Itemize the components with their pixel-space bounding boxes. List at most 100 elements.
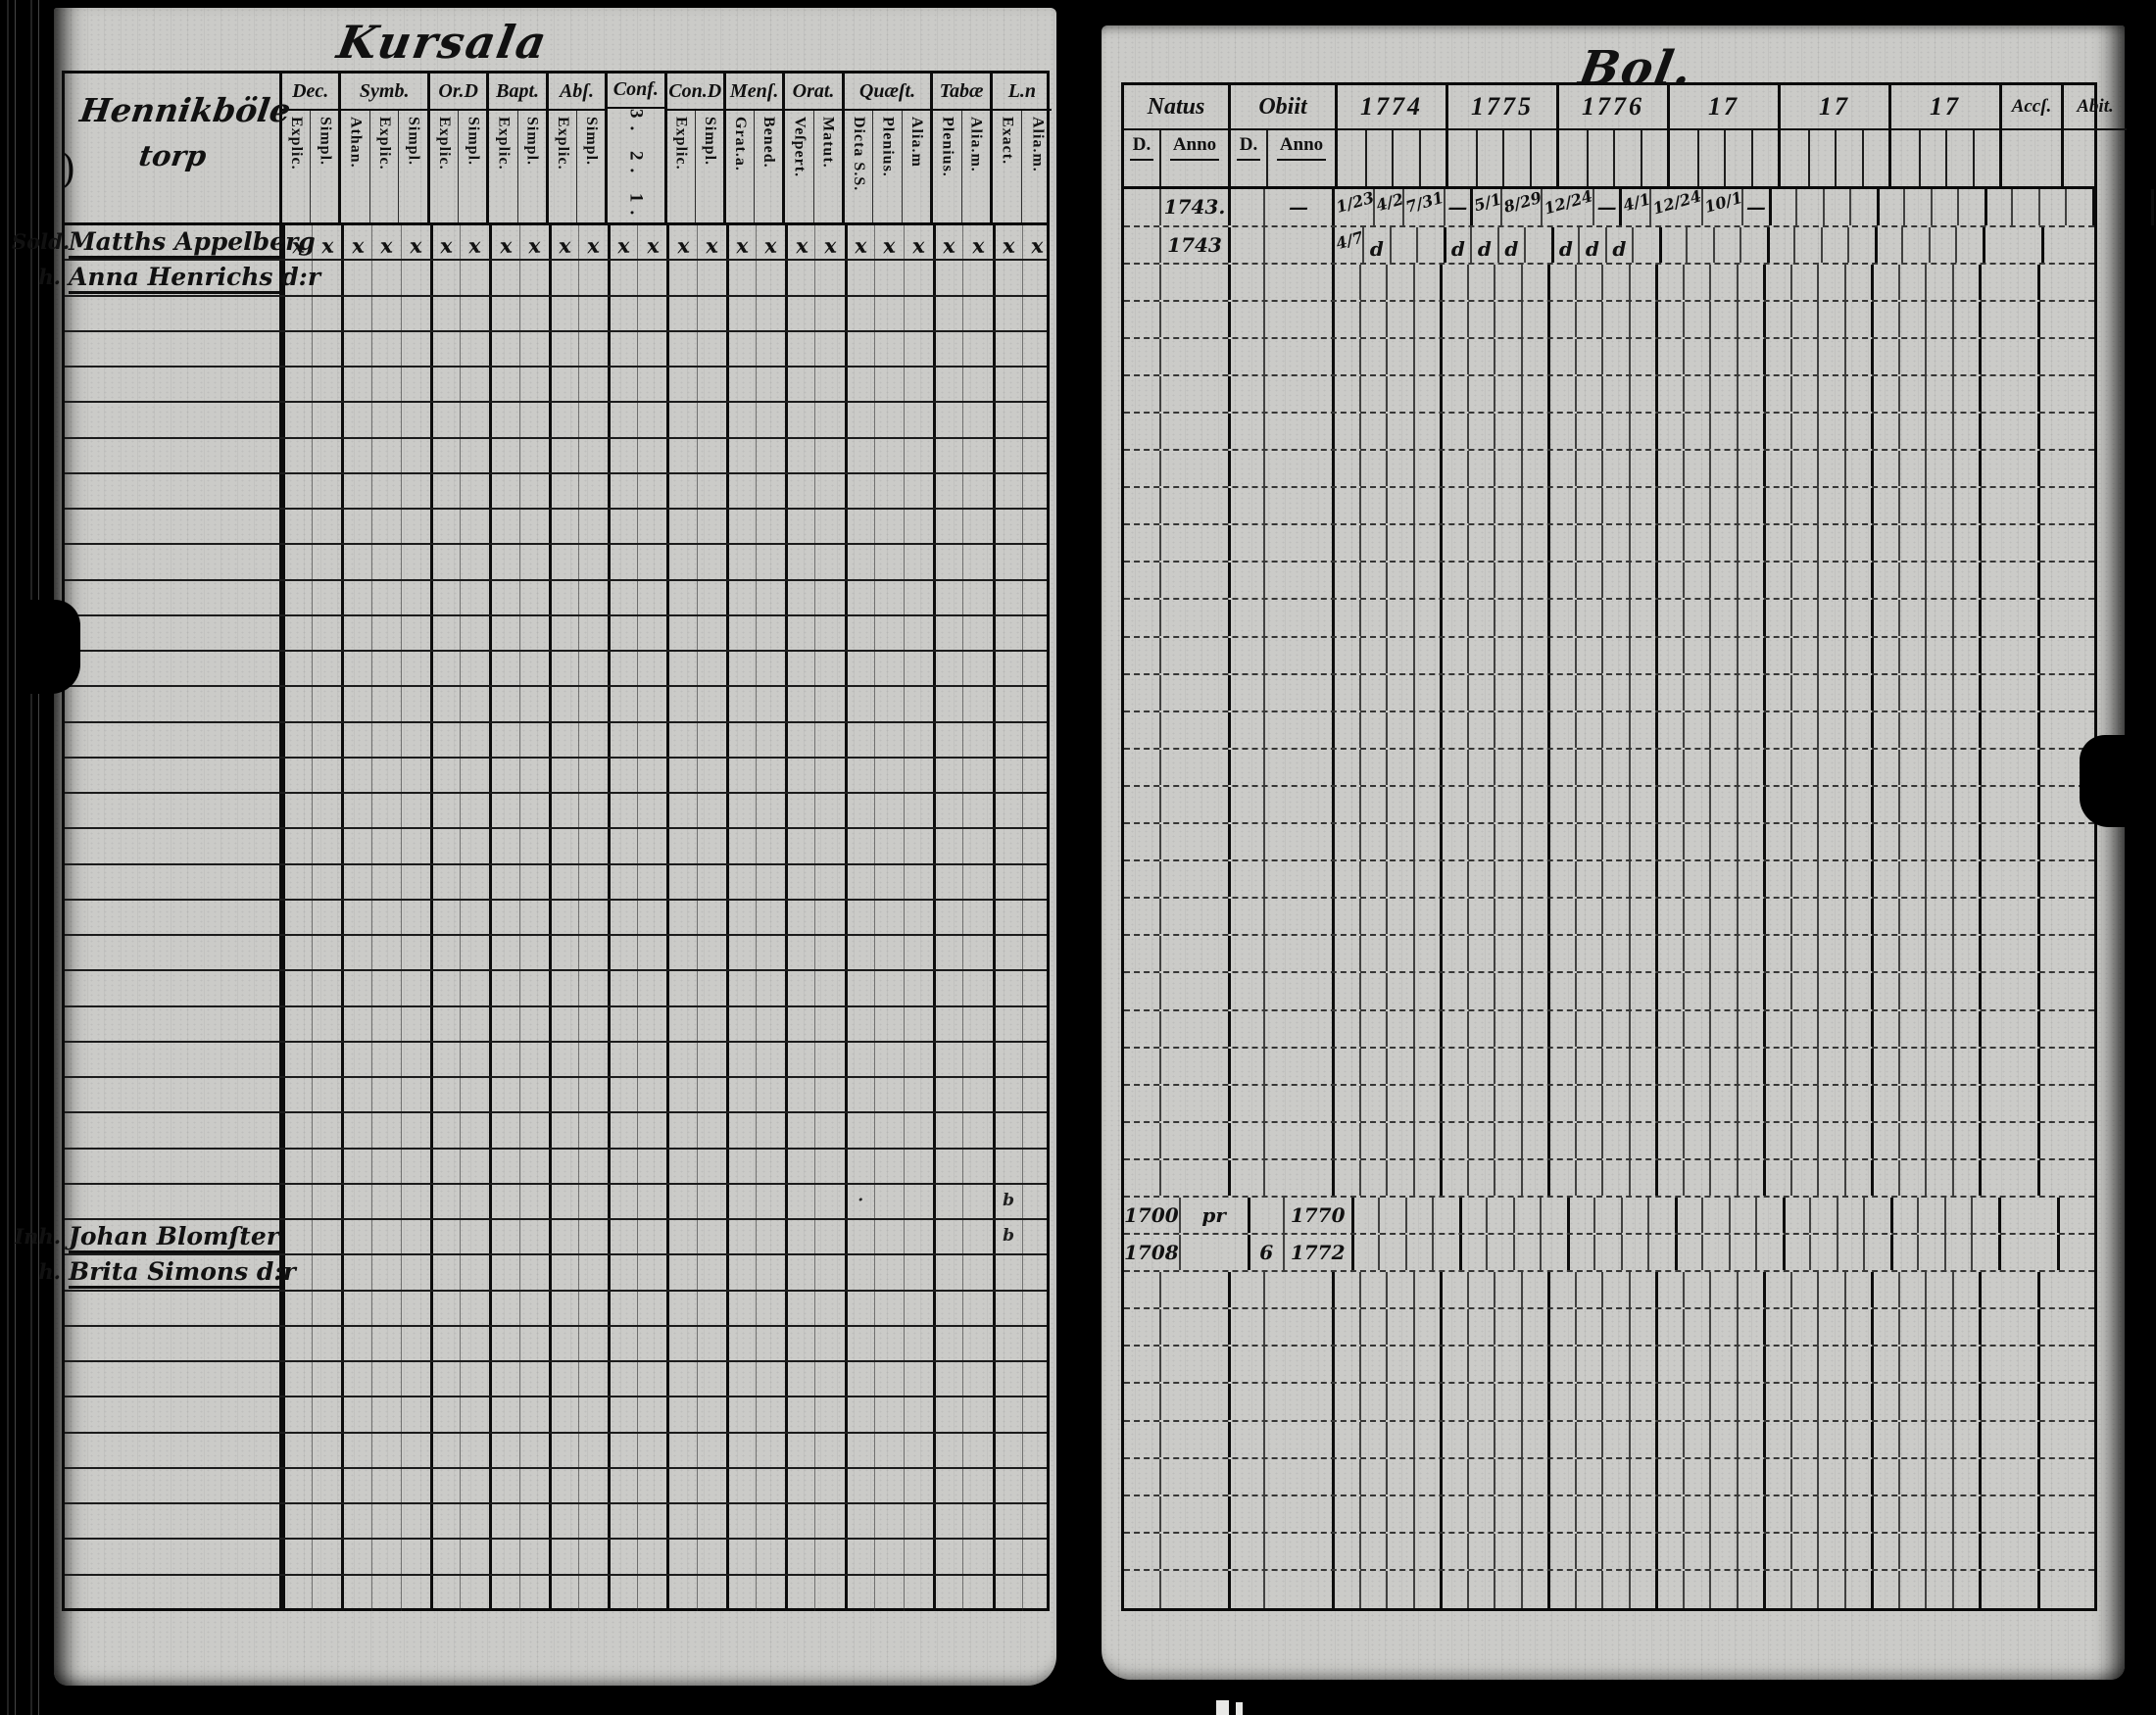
value-cell (1763, 824, 1790, 860)
mark-cell (608, 1149, 637, 1183)
value-cell (1871, 563, 1898, 599)
mark-cell (429, 1006, 460, 1041)
table-row (1124, 711, 2094, 750)
value-cell (1979, 563, 2037, 599)
mark-cell (341, 545, 370, 579)
mark-cell (429, 1326, 460, 1360)
value-cell (1871, 749, 1898, 785)
entry-name: Brita Simons d:r (69, 1257, 296, 1290)
value-cell (1574, 1384, 1602, 1420)
mark-cell (962, 722, 992, 757)
value-cell (1925, 1347, 1952, 1383)
table-row (1124, 899, 2094, 937)
mark-cell (933, 864, 962, 899)
mark-cell (608, 261, 637, 295)
value-cell (1655, 1159, 1683, 1196)
mark-cell (489, 615, 518, 650)
value-cell (1682, 1384, 1710, 1420)
attendance-x-mark: x (350, 232, 366, 259)
value-cell (1440, 338, 1467, 374)
value-cell (1124, 824, 1159, 859)
table-row (1124, 600, 2094, 638)
value-cell (1263, 637, 1332, 673)
mark-cell (518, 1006, 549, 1041)
value-cell (2037, 1010, 2100, 1047)
value-cell (1925, 1010, 1952, 1047)
mark-cell (312, 829, 341, 863)
table-row (65, 615, 1047, 652)
value-cell: d (1443, 226, 1471, 263)
mark-cell (577, 1468, 608, 1502)
page-edge-blot-right (2080, 735, 2129, 827)
value-cell (1466, 1458, 1494, 1494)
mark-cell: b (992, 1184, 1022, 1218)
value-cell (1228, 338, 1263, 374)
value-cell (1628, 1570, 1656, 1608)
value-cell (1682, 749, 1710, 785)
value-cell (1709, 1421, 1737, 1457)
mark-cell (903, 1006, 933, 1041)
value-cell: 4/1 (1619, 189, 1653, 225)
mark-cell (696, 438, 726, 472)
mark-cell (400, 1220, 430, 1254)
mark-cell (341, 687, 370, 721)
table-row (65, 1540, 1047, 1576)
value-cell (1655, 338, 1683, 374)
mark-cell (637, 1006, 666, 1041)
value-cell (1520, 824, 1548, 860)
value-cell (2037, 1384, 2100, 1420)
value-cell (1979, 488, 2037, 524)
mark-cell (282, 615, 312, 650)
attendance-x-mark: x (319, 232, 334, 259)
mark-cell (1021, 1042, 1052, 1076)
value-cell (1871, 488, 1898, 524)
value-cell (1124, 712, 1159, 748)
value-cell (1897, 749, 1926, 785)
value-cell (1263, 1384, 1332, 1420)
value-cell (1601, 301, 1629, 337)
value-cell (1951, 899, 1980, 935)
value-cell (1228, 563, 1263, 599)
name-cell (65, 936, 282, 970)
value-cell (1817, 1495, 1844, 1532)
value-cell (1736, 1347, 1764, 1383)
value-cell (1228, 375, 1263, 412)
subcolumn-header (1502, 130, 1530, 187)
value-cell (1740, 226, 1767, 263)
name-cell (65, 1184, 282, 1218)
mark-cell (844, 1540, 874, 1574)
mark-cell (282, 1184, 312, 1218)
column-subheaders (1448, 130, 1556, 187)
value-cell (1682, 1570, 1710, 1608)
name-cell (65, 1433, 282, 1467)
attendance-x-mark: x (763, 232, 778, 259)
mark-cell (518, 971, 549, 1005)
mark-cell (696, 296, 726, 330)
value-cell (1817, 674, 1844, 710)
value-cell (1655, 414, 1683, 450)
mark-cell (903, 1326, 933, 1360)
mark-cell (873, 722, 904, 757)
mark-cell (608, 1362, 637, 1396)
value-cell (1871, 1533, 1898, 1569)
name-cell (65, 1291, 282, 1325)
name-cell (65, 1042, 282, 1076)
mark-cell (696, 1291, 726, 1325)
mark-cell (962, 1078, 992, 1112)
mark-cell (844, 864, 874, 899)
value-cell (1494, 1309, 1521, 1346)
mark-cell (696, 1362, 726, 1396)
mark-cell (962, 652, 992, 686)
subcolumn-header: Dicta S.S. (845, 111, 873, 222)
value-cell (1897, 1010, 1926, 1047)
value-cell (1628, 488, 1656, 524)
mark-cell (814, 261, 844, 295)
mark-cell (992, 545, 1022, 579)
value-cell (1520, 1122, 1548, 1158)
value-cell (1547, 637, 1575, 673)
value-cell (1763, 1159, 1790, 1196)
mark-cell (873, 864, 904, 899)
mark-cell (370, 652, 401, 686)
mark-cell (814, 1220, 844, 1254)
value-cell (1601, 1495, 1629, 1532)
